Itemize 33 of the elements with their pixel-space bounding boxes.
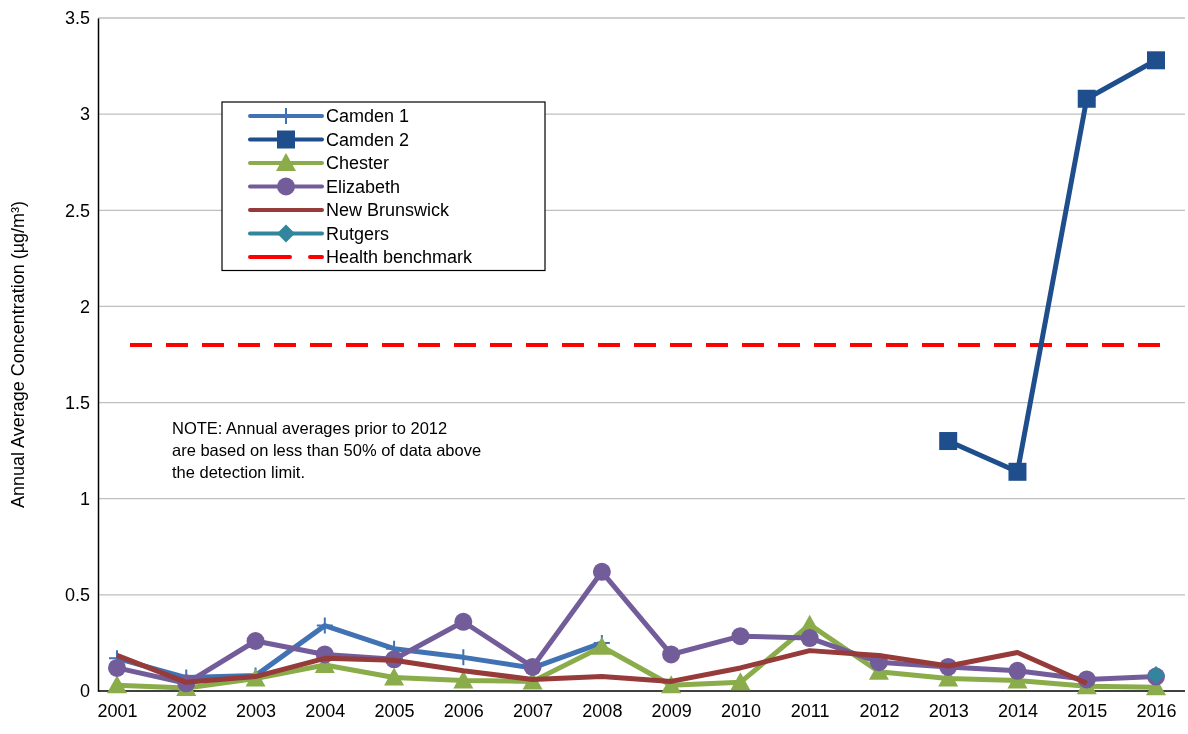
x-tick-label: 2005 (374, 700, 415, 721)
legend-label: Health benchmark (326, 247, 474, 267)
y-tick-label: 3.5 (64, 8, 90, 29)
x-tick-label: 2016 (1136, 700, 1177, 721)
x-tick-label: 2015 (1067, 700, 1108, 721)
y-tick-label: 1 (79, 488, 90, 509)
legend-label: Rutgers (326, 223, 390, 244)
legend-label: Camden 2 (326, 129, 410, 150)
y-tick-label: 0.5 (64, 585, 90, 606)
annotation: NOTE: Annual averages prior to 2012 are based on less than 50% of data above the detection limit. (172, 419, 482, 481)
x-tick-label: 2008 (582, 700, 623, 721)
x-tick-label: 2012 (859, 700, 900, 721)
y-tick-label: 2 (79, 296, 90, 317)
legend-label: Elizabeth (326, 176, 401, 197)
y-tick-label: 1.5 (64, 392, 90, 413)
legend-label: Camden 1 (326, 106, 410, 126)
x-tick-label: 2006 (443, 700, 484, 721)
x-tick-label: 2003 (236, 700, 277, 721)
y-tick-label: 3 (79, 104, 90, 125)
x-tick-label: 2004 (305, 700, 346, 721)
y-tick-label: 0 (79, 681, 90, 702)
y-tick-label: 2.5 (64, 200, 90, 221)
x-tick-label: 2009 (651, 700, 692, 721)
x-tick-label: 2011 (790, 700, 830, 721)
x-tick-label: 2001 (97, 700, 138, 721)
x-tick-label: 2010 (720, 700, 761, 721)
y-axis-title: Annual Average Concentration (µg/m³) (8, 200, 28, 509)
x-tick-label: 2002 (166, 700, 207, 721)
legend-label: Chester (326, 153, 390, 173)
x-tick-label: 2013 (928, 700, 969, 721)
x-tick-label: 2014 (997, 700, 1038, 721)
legend-label: New Brunswick (326, 200, 451, 220)
x-tick-label: 2007 (513, 700, 554, 721)
